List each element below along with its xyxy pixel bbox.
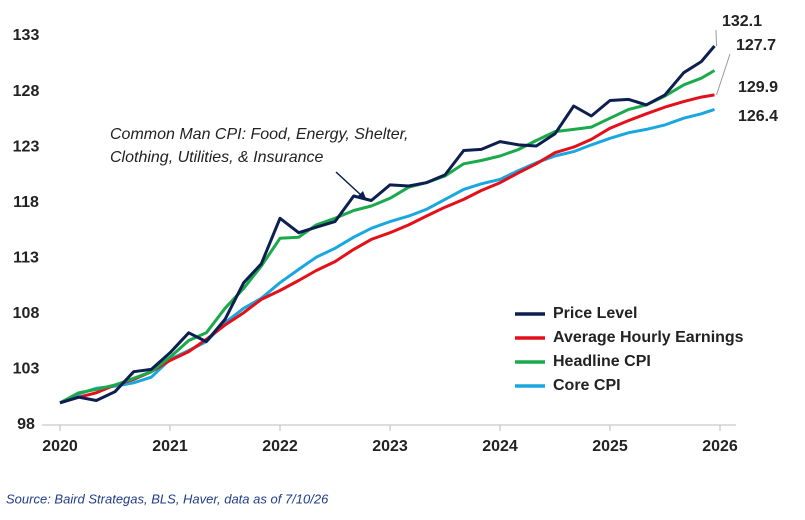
end-label: 129.9 [738,79,778,96]
series-line [59,93,715,405]
legend-label: Headline CPI [553,353,651,370]
y-tick-label: 98 [17,416,35,433]
source: Source: Baird Strategas, BLS, Haver, dat… [6,491,329,506]
y-tick-label: 123 [13,138,40,155]
y-tick-label: 128 [13,83,40,100]
annotation: Clothing, Utilities, & Insurance [110,149,324,166]
legend-label: Average Hourly Earnings [553,329,744,346]
y-tick-label: 113 [13,250,39,267]
y-tick-label: 118 [13,194,39,211]
y-tick-label: 108 [13,305,40,322]
x-tick-label: 2020 [42,438,78,455]
x-tick-label: 2025 [592,438,628,455]
x-tick-label: 2024 [482,438,518,455]
leader-line [715,29,717,47]
x-tick-label: 2021 [152,438,188,455]
series-line [59,69,716,405]
x-tick-label: 2023 [372,438,408,455]
series-line [59,45,716,405]
x-tick-label: 2026 [702,438,738,455]
y-tick-label: 133 [13,27,40,44]
end-label: 132.1 [722,13,762,30]
leader-line [716,53,731,96]
legend-label: Core CPI [553,377,621,394]
end-label: 127.7 [736,37,776,54]
annotation-arrow [335,171,363,197]
legend-label: Price Level [553,305,638,322]
x-tick-label: 2022 [262,438,298,455]
y-tick-label: 103 [13,361,40,378]
annotation: Common Man CPI: Food, Energy, Shelter, [110,126,409,143]
end-label: 126.4 [738,108,778,125]
